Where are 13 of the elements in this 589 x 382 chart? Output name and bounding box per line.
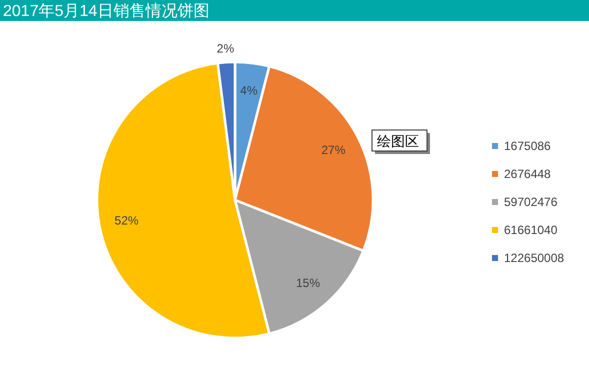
chart-title: 2017年5月14日销售情况饼图: [3, 2, 210, 20]
data-label: 52%: [114, 214, 139, 228]
legend-label: 61661040: [504, 223, 558, 237]
legend-label: 1675086: [504, 139, 552, 153]
legend-label: 2676448: [504, 167, 552, 181]
legend-label: 122650008: [504, 251, 564, 265]
data-label: 27%: [321, 142, 346, 157]
legend-label: 59702476: [504, 195, 558, 209]
text: 绘图区: [377, 133, 419, 149]
data-label: 15%: [296, 276, 320, 290]
data-label: 2%: [216, 42, 234, 56]
title: 2017年5月14日销售情况饼图: [0, 0, 589, 21]
data-label: 4%: [240, 83, 258, 98]
